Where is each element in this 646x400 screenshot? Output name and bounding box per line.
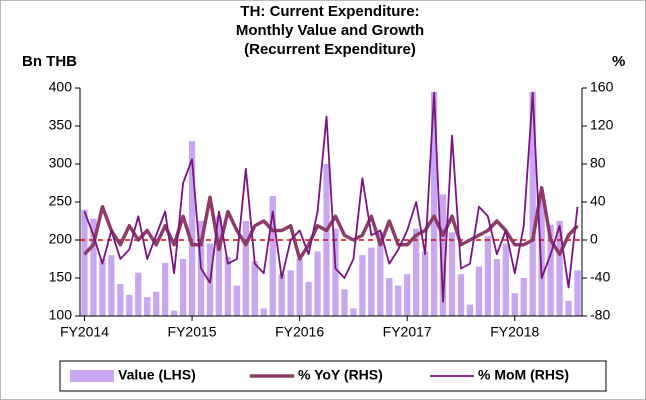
x-tick-label: FY2018 bbox=[490, 324, 539, 340]
bar bbox=[296, 259, 303, 316]
y-tick-label: 200 bbox=[49, 231, 73, 247]
y2-tick-label: 0 bbox=[590, 231, 598, 247]
legend-label: % YoY (RHS) bbox=[298, 367, 383, 383]
bar bbox=[260, 308, 267, 316]
bar bbox=[421, 251, 429, 316]
legend-label: Value (LHS) bbox=[118, 367, 196, 383]
bar bbox=[242, 221, 249, 316]
bar bbox=[574, 270, 581, 316]
bar bbox=[538, 194, 545, 316]
bar bbox=[179, 259, 187, 316]
bar bbox=[341, 289, 348, 316]
bar bbox=[520, 278, 527, 316]
bar bbox=[224, 256, 232, 316]
x-tick-label: FY2015 bbox=[168, 324, 217, 340]
legend-swatch bbox=[70, 370, 114, 382]
bar bbox=[251, 261, 258, 316]
y2-tick-label: -40 bbox=[590, 269, 610, 285]
legend-label: % MoM (RHS) bbox=[478, 367, 569, 383]
y-tick-label: 350 bbox=[49, 117, 73, 133]
bar bbox=[565, 300, 572, 316]
bar bbox=[457, 274, 465, 316]
bar bbox=[395, 285, 402, 316]
y-tick-label: 250 bbox=[49, 193, 73, 209]
bar bbox=[556, 221, 563, 316]
x-tick-label: FY2016 bbox=[275, 324, 324, 340]
bar bbox=[547, 224, 554, 316]
bar bbox=[117, 284, 124, 316]
x-tick-label: FY2014 bbox=[60, 324, 109, 340]
chart-title: (Recurrent Expenditure) bbox=[244, 41, 416, 58]
line-series bbox=[83, 91, 579, 303]
line-series bbox=[83, 186, 579, 261]
bar bbox=[144, 297, 151, 316]
bar bbox=[90, 218, 97, 316]
bar bbox=[439, 194, 447, 316]
bar bbox=[475, 266, 483, 316]
bar bbox=[305, 281, 312, 316]
bar bbox=[108, 255, 115, 316]
legend-box bbox=[59, 360, 607, 392]
bar bbox=[99, 259, 106, 316]
y2-axis-label: % bbox=[612, 53, 625, 70]
bar bbox=[511, 293, 518, 316]
bar bbox=[188, 141, 196, 316]
bar bbox=[350, 308, 357, 316]
bar bbox=[269, 195, 276, 316]
bar bbox=[386, 278, 393, 316]
y2-tick-label: 120 bbox=[590, 117, 614, 133]
y-tick-label: 150 bbox=[49, 269, 73, 285]
bar bbox=[502, 243, 509, 316]
y2-tick-label: 40 bbox=[590, 193, 606, 209]
y-tick-label: 400 bbox=[49, 79, 73, 95]
bar bbox=[170, 310, 178, 316]
bar bbox=[377, 232, 384, 316]
y-axis-label: Bn THB bbox=[22, 53, 77, 70]
bar bbox=[278, 274, 285, 316]
bar bbox=[135, 272, 142, 316]
bar bbox=[314, 251, 321, 316]
chart-title: TH: Current Expenditure: bbox=[240, 3, 419, 20]
bar bbox=[404, 274, 411, 316]
bar bbox=[466, 304, 474, 316]
y2-tick-label: 80 bbox=[590, 155, 606, 171]
bar bbox=[493, 259, 500, 316]
bar bbox=[81, 209, 88, 316]
bar bbox=[368, 247, 375, 316]
y2-tick-label: -80 bbox=[590, 307, 610, 323]
bar bbox=[359, 255, 366, 316]
chart-title: Monthly Value and Growth bbox=[236, 22, 424, 39]
bar bbox=[413, 228, 420, 316]
bar bbox=[126, 294, 133, 316]
bar bbox=[215, 217, 223, 316]
y2-tick-label: 160 bbox=[590, 79, 614, 95]
bar bbox=[448, 232, 456, 316]
bar bbox=[153, 291, 160, 316]
bar bbox=[287, 270, 294, 316]
bar bbox=[430, 91, 438, 316]
y-tick-label: 100 bbox=[49, 307, 73, 323]
bar bbox=[332, 228, 339, 316]
bar bbox=[233, 285, 241, 316]
bar bbox=[529, 91, 536, 316]
y-tick-label: 300 bbox=[49, 155, 73, 171]
bar bbox=[162, 262, 169, 316]
x-tick-label: FY2017 bbox=[383, 324, 432, 340]
bar bbox=[484, 236, 492, 316]
